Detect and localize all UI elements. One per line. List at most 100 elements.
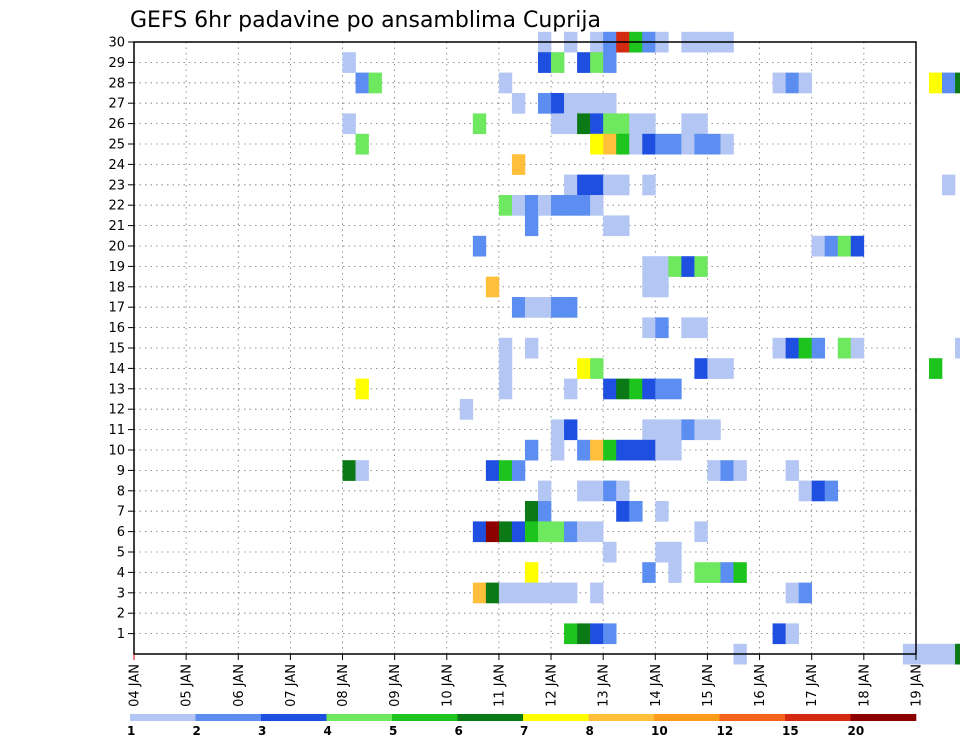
heat-cell xyxy=(498,337,513,359)
y-tick-label: 23 xyxy=(108,178,125,193)
colorbar-swatch xyxy=(326,714,393,721)
heat-cell xyxy=(524,337,539,359)
y-tick-label: 13 xyxy=(108,382,125,397)
colorbar-swatch xyxy=(130,714,196,721)
heat-cell xyxy=(850,235,865,257)
heat-cell xyxy=(485,582,500,604)
colorbar-swatch xyxy=(785,714,851,721)
heat-cell xyxy=(694,358,708,379)
heat-cell xyxy=(577,521,591,543)
heat-cell xyxy=(590,358,604,379)
y-tick-label: 3 xyxy=(117,586,125,601)
heat-cell xyxy=(577,174,591,196)
heat-cell xyxy=(564,195,578,216)
x-tick-label: 13 JAN xyxy=(597,664,612,707)
heat-cell xyxy=(538,195,552,216)
heat-cell xyxy=(655,276,669,298)
y-tick-label: 12 xyxy=(108,403,125,418)
heat-cell xyxy=(603,215,617,237)
heat-cell xyxy=(472,521,487,543)
heat-cell xyxy=(824,235,839,257)
heat-cell xyxy=(564,113,578,135)
y-tick-label: 21 xyxy=(108,219,125,234)
heat-cell xyxy=(668,133,682,155)
heat-cell xyxy=(642,276,656,298)
heat-cell xyxy=(524,501,539,522)
heat-cell xyxy=(355,460,369,481)
heat-cell xyxy=(642,317,656,339)
colorbar-label: 1 xyxy=(127,724,135,738)
heat-cell xyxy=(811,480,826,502)
heat-cell xyxy=(720,460,734,481)
heat-cell xyxy=(785,623,799,645)
heat-cell xyxy=(616,174,630,196)
heat-cell xyxy=(694,113,708,135)
heat-cell xyxy=(733,562,747,583)
heat-cell xyxy=(590,623,604,645)
heat-cell xyxy=(538,480,552,502)
heat-cell xyxy=(942,174,956,196)
heat-cell xyxy=(681,317,695,339)
heat-cell xyxy=(655,439,669,461)
heat-cell xyxy=(590,174,604,196)
heat-cell xyxy=(524,439,539,461)
heat-cell xyxy=(538,582,552,604)
heat-cell xyxy=(694,521,708,543)
heat-cell xyxy=(590,582,604,604)
heat-cell xyxy=(928,72,943,94)
heat-cell xyxy=(655,133,669,155)
heat-cell xyxy=(538,93,552,114)
heat-cell xyxy=(472,113,487,135)
heat-cell xyxy=(629,501,643,522)
heat-cell xyxy=(798,582,812,604)
heat-cell xyxy=(564,174,578,196)
heat-cell xyxy=(564,378,578,400)
x-tick-label: 08 JAN xyxy=(336,664,351,707)
heat-cell xyxy=(733,460,747,481)
heat-cell xyxy=(798,480,812,502)
x-tick-label: 06 JAN xyxy=(232,664,247,707)
y-tick-label: 20 xyxy=(108,240,125,255)
heat-cell xyxy=(577,623,591,645)
heat-cell xyxy=(551,582,565,604)
heat-cell xyxy=(498,358,513,379)
heat-cell xyxy=(603,541,617,563)
heat-cell xyxy=(707,419,721,441)
heat-cell xyxy=(629,113,643,135)
heat-cell xyxy=(655,256,669,277)
x-tick-label: 07 JAN xyxy=(284,664,299,707)
heat-cell xyxy=(668,541,682,563)
heat-cell xyxy=(511,154,526,175)
heat-cell xyxy=(564,297,578,318)
heat-cell xyxy=(616,215,630,237)
heat-cell xyxy=(942,72,956,94)
heat-cell xyxy=(564,521,578,543)
heat-cell xyxy=(551,419,565,441)
heat-cell xyxy=(642,439,656,461)
heat-cell xyxy=(668,439,682,461)
colorbar-swatch xyxy=(457,714,524,721)
x-axis-ticks: 04 JAN 05 JAN 06 JAN 07 JAN 08 JAN 09 JAN 10 J… xyxy=(128,654,924,707)
heat-cell xyxy=(603,113,617,135)
y-tick-label: 19 xyxy=(108,260,125,275)
heat-cell xyxy=(603,174,617,196)
heat-cell xyxy=(720,358,734,379)
heat-cell xyxy=(577,480,591,502)
heat-cell xyxy=(590,521,604,543)
y-tick-label: 18 xyxy=(108,280,125,295)
heat-cell xyxy=(837,235,852,257)
heat-cell xyxy=(720,133,734,155)
heat-cell xyxy=(824,480,839,502)
heat-cell xyxy=(564,93,578,114)
heat-cell xyxy=(642,133,656,155)
heat-cell xyxy=(955,337,960,359)
heat-cell xyxy=(707,562,721,583)
heat-cell xyxy=(798,337,812,359)
heat-cell xyxy=(616,480,630,502)
colorbar-swatch xyxy=(654,714,720,721)
heat-cell xyxy=(498,378,513,400)
heat-cell xyxy=(694,133,708,155)
heat-cell xyxy=(538,297,552,318)
heat-cell xyxy=(642,113,656,135)
heat-cell xyxy=(577,358,591,379)
